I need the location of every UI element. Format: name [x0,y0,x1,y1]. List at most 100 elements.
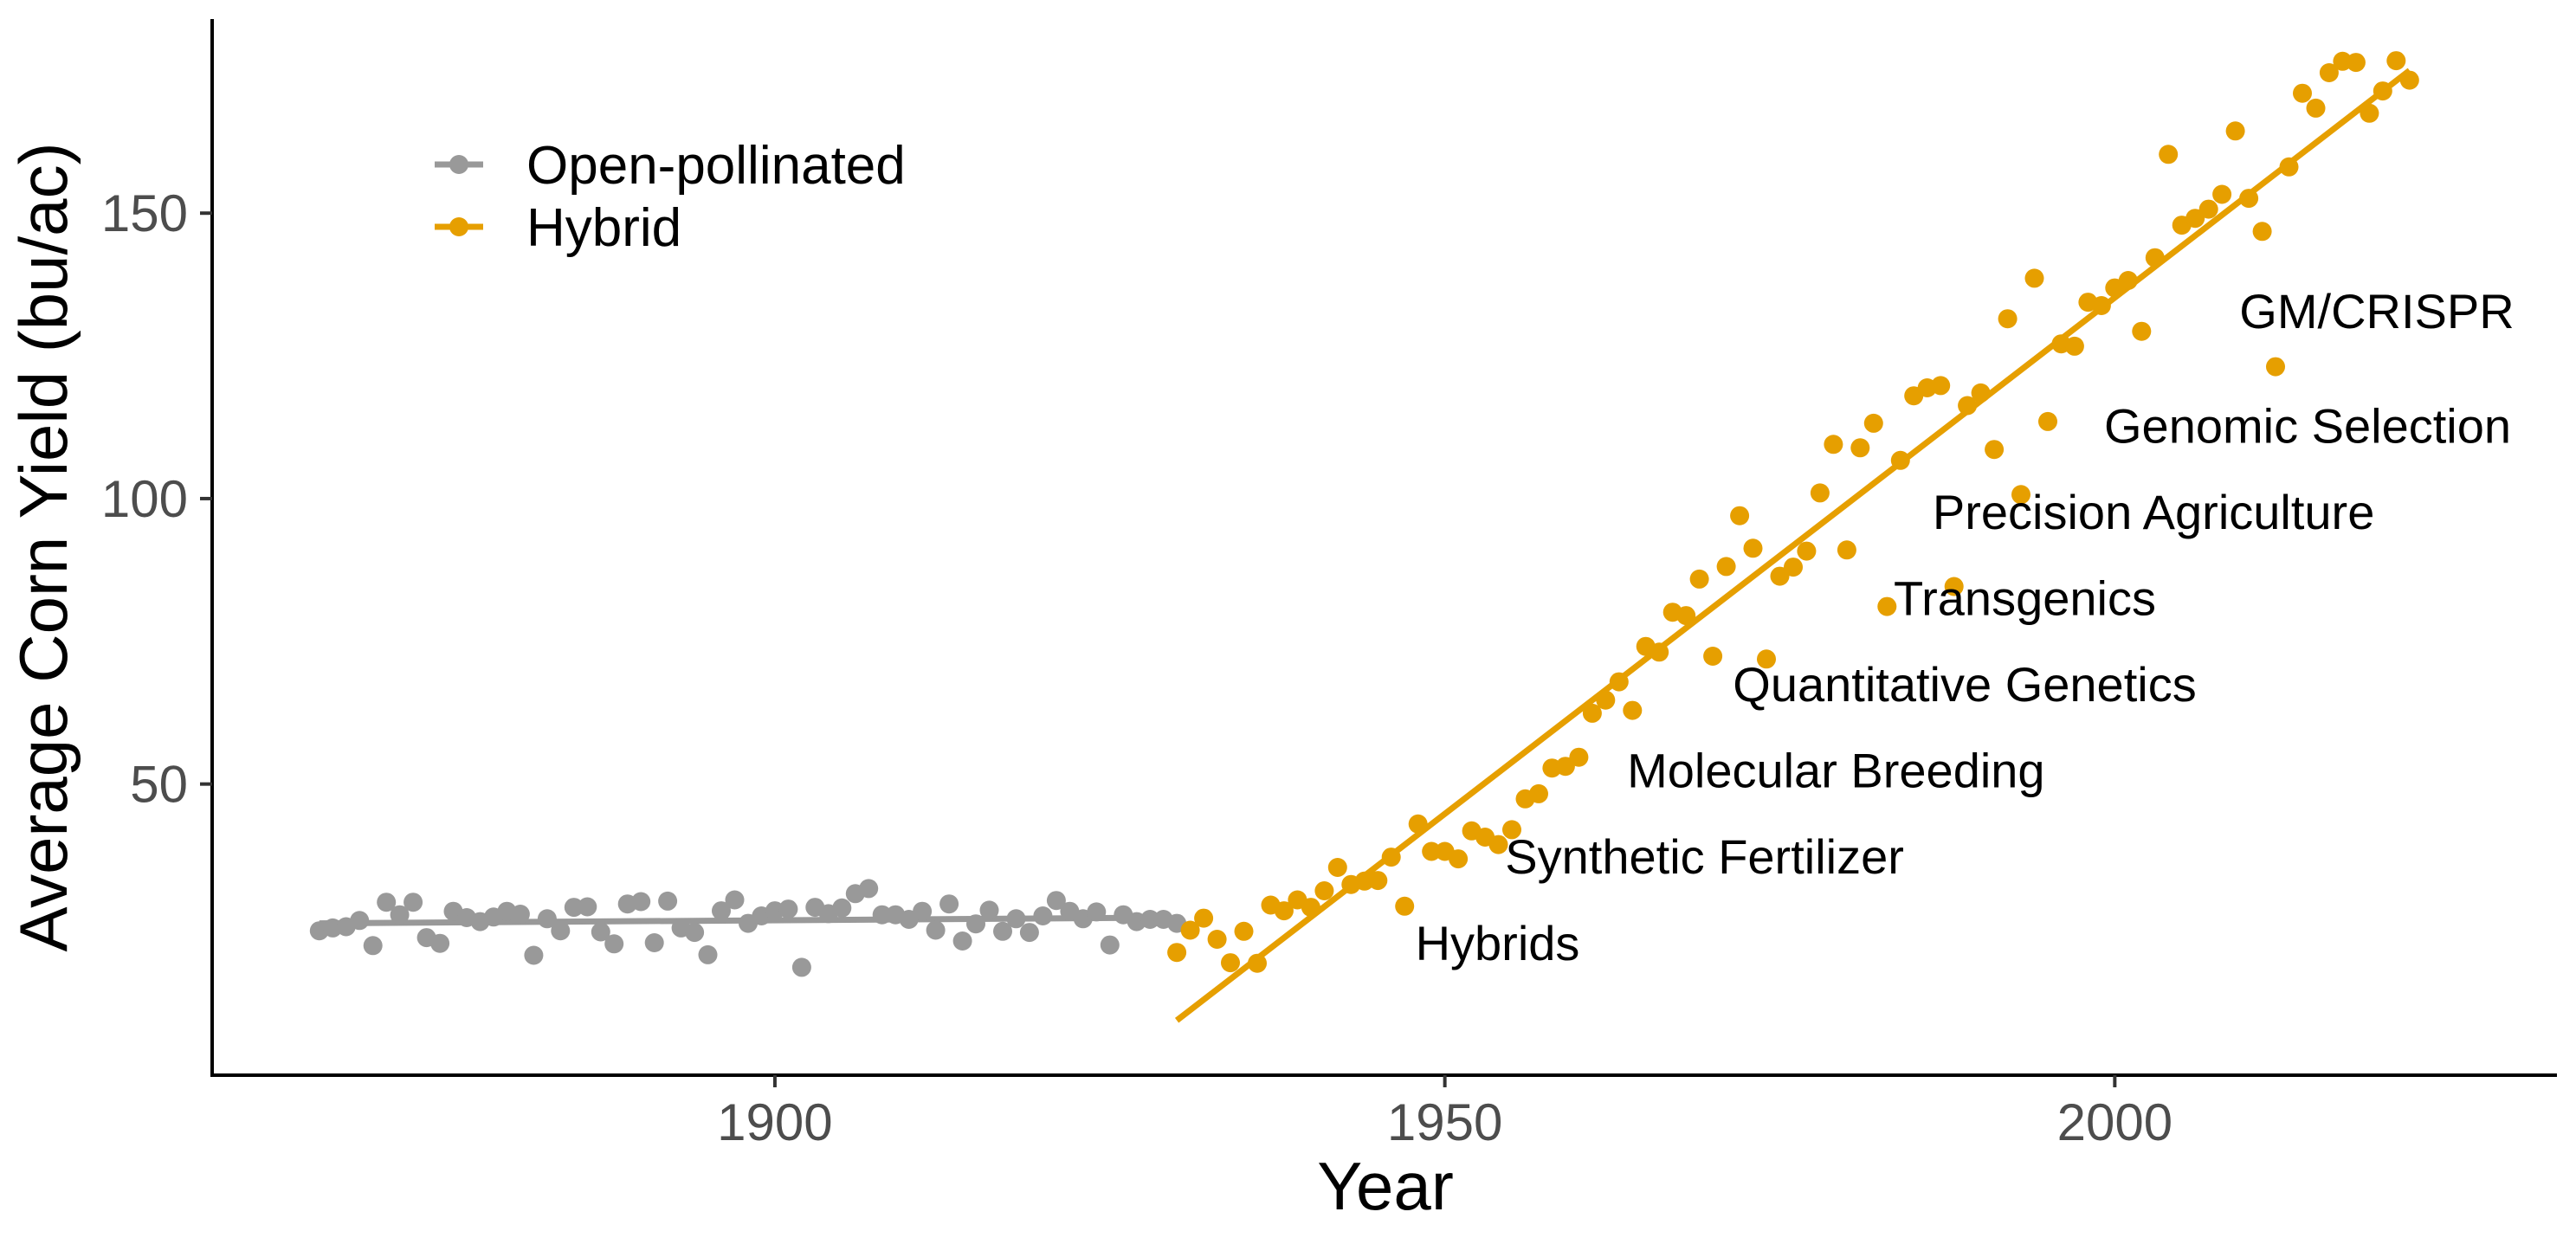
point-open-pollinated [591,922,610,942]
point-hybrid [1837,540,1856,560]
point-hybrid [2011,485,2030,505]
point-hybrid [2024,268,2044,288]
point-hybrid [1944,577,1964,596]
point-hybrid [2252,222,2272,242]
point-hybrid [1381,848,1401,867]
point-open-pollinated [350,911,370,931]
point-open-pollinated [859,879,879,899]
point-open-pollinated [939,894,959,914]
point-open-pollinated [698,944,718,964]
point-open-pollinated [604,934,624,954]
point-hybrid [1395,896,1415,916]
annotation-label: Hybrids [1416,916,1580,970]
point-hybrid [2319,63,2339,82]
point-hybrid [1730,506,1750,525]
x-tick-label: 1950 [1387,1093,1502,1151]
legend-key-point [449,217,468,236]
point-hybrid [1408,814,1428,834]
point-open-pollinated [524,945,544,965]
legend-label: Open-pollinated [526,136,906,196]
point-hybrid [2360,103,2379,123]
point-hybrid [1194,908,1214,928]
point-hybrid [2091,296,2111,315]
point-hybrid [1824,435,1843,454]
point-hybrid [1850,438,1870,458]
point-hybrid [1221,953,1240,973]
point-open-pollinated [913,901,933,921]
point-hybrid [1877,596,1897,616]
point-open-pollinated [564,898,584,918]
annotations: Hybrids Synthetic Fertilizer Molecular Bre… [1416,284,2515,970]
point-open-pollinated [725,890,745,910]
point-hybrid [2373,81,2392,101]
point-open-pollinated [1046,891,1066,911]
x-tick-label: 1900 [717,1093,832,1151]
legend-item-open-pollinated: Open-pollinated [435,136,906,196]
point-hybrid [1582,703,1602,723]
point-hybrid [1207,930,1227,949]
point-hybrid [1596,690,1616,710]
point-open-pollinated [832,898,852,918]
point-hybrid [1863,413,1883,433]
point-hybrid [1234,921,1254,941]
point-hybrid [1998,309,2018,329]
point-open-pollinated [537,909,557,929]
point-open-pollinated [872,905,892,925]
point-hybrid [2399,70,2419,90]
x-tick-label: 2000 [2057,1093,2172,1151]
point-open-pollinated [1033,906,1053,925]
point-open-pollinated [1100,935,1120,955]
point-open-pollinated [1140,910,1160,929]
point-open-pollinated [510,905,530,924]
x-axis-title: Year [1317,1148,1454,1224]
point-hybrid [1623,700,1643,720]
point-open-pollinated [966,914,985,934]
point-hybrid [1650,642,1669,662]
point-hybrid [2159,145,2179,164]
point-hybrid [2038,411,2057,431]
point-hybrid [2239,189,2259,209]
annotation-label: Genomic Selection [2104,398,2511,453]
point-hybrid [1985,440,2005,460]
annotation-label: Synthetic Fertilizer [1505,829,1904,884]
point-open-pollinated [1006,909,1026,929]
legend: Open-pollinated Hybrid [435,136,906,258]
point-open-pollinated [631,892,651,912]
point-hybrid [2266,357,2285,377]
legend-label: Hybrid [526,198,681,258]
point-hybrid [1301,898,1320,918]
point-open-pollinated [979,900,999,920]
point-hybrid [1743,538,1763,558]
annotation-label: GM/CRISPR [2239,284,2514,338]
point-hybrid [1488,835,1508,854]
y-tick-label: 50 [130,756,188,814]
point-open-pollinated [952,931,972,951]
point-open-pollinated [791,957,811,977]
point-hybrid [2198,199,2218,219]
point-hybrid [1931,376,1951,396]
point-open-pollinated [377,893,397,912]
point-hybrid [1368,871,1388,891]
x-axis-ticks: 1900 1950 2000 [717,1075,2172,1151]
point-hybrid [1248,953,1267,973]
y-tick-label: 150 [101,184,188,242]
y-axis-ticks: 50 100 150 [101,184,212,814]
point-open-pollinated [778,899,798,919]
point-open-pollinated [404,893,423,912]
point-hybrid [1314,881,1334,900]
point-open-pollinated [926,920,946,940]
point-hybrid [1502,820,1521,840]
legend-key-point [449,155,468,174]
point-hybrid [2185,209,2205,229]
point-open-pollinated [430,933,450,953]
point-hybrid [2306,98,2326,118]
point-hybrid [2212,184,2232,204]
point-hybrid [1555,757,1575,777]
annotation-label: Molecular Breeding [1627,744,2044,798]
point-hybrid [1890,450,1910,470]
point-open-pollinated [993,921,1012,941]
y-tick-label: 100 [101,470,188,528]
point-hybrid [1689,569,1709,589]
trend-line-hybrid [1174,68,2411,1023]
point-hybrid [2225,121,2245,141]
